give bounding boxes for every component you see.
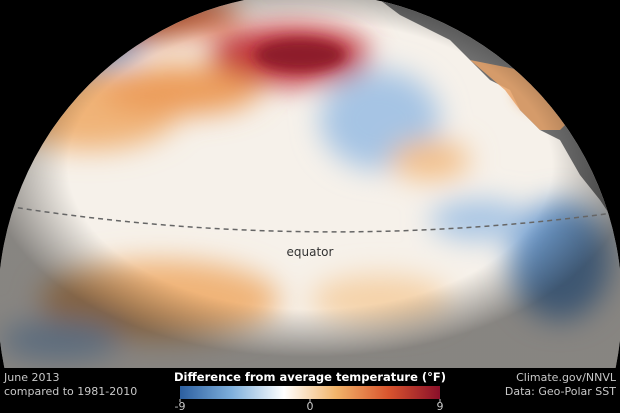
colorbar-tick-label: -9: [175, 400, 186, 413]
colorbar-title: Difference from average temperature (°F): [174, 370, 446, 384]
credit: Climate.gov/NNVL: [516, 371, 617, 384]
colorbar-tick-label: 9: [437, 400, 444, 413]
date: June 2013: [3, 371, 59, 384]
colorbar-tick-label: 0: [307, 400, 314, 413]
equator-label: equator: [287, 245, 334, 259]
equator-line: [0, 204, 620, 233]
baseline: compared to 1981-2010: [4, 385, 137, 398]
source: Data: Geo-Polar SST: [505, 385, 616, 398]
colorbar: [180, 386, 440, 399]
